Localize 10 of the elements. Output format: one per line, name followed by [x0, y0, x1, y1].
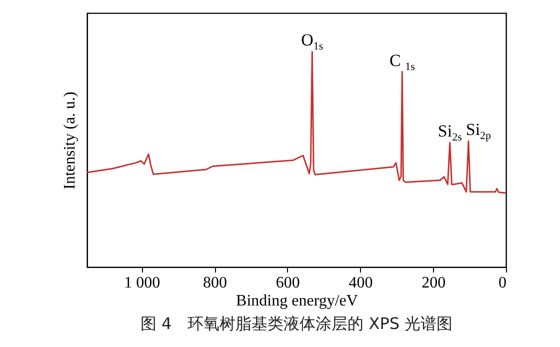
x-tick-label: 1 000 — [124, 274, 160, 292]
x-tick-label: 800 — [203, 274, 228, 292]
x-tick-label: 200 — [422, 274, 446, 292]
x-tick-label: 0 — [498, 274, 506, 292]
x-tick-label: 600 — [276, 274, 300, 292]
y-axis-title: Intensity (a. u.) — [62, 92, 78, 190]
x-tick-label: 400 — [348, 274, 373, 292]
text: 图 4 环氧树脂基类液体涂层的 XPS 光谱图 — [140, 314, 453, 333]
annotation: C 1s — [389, 50, 415, 73]
x-axis-title: Binding energy/eV — [236, 292, 358, 310]
